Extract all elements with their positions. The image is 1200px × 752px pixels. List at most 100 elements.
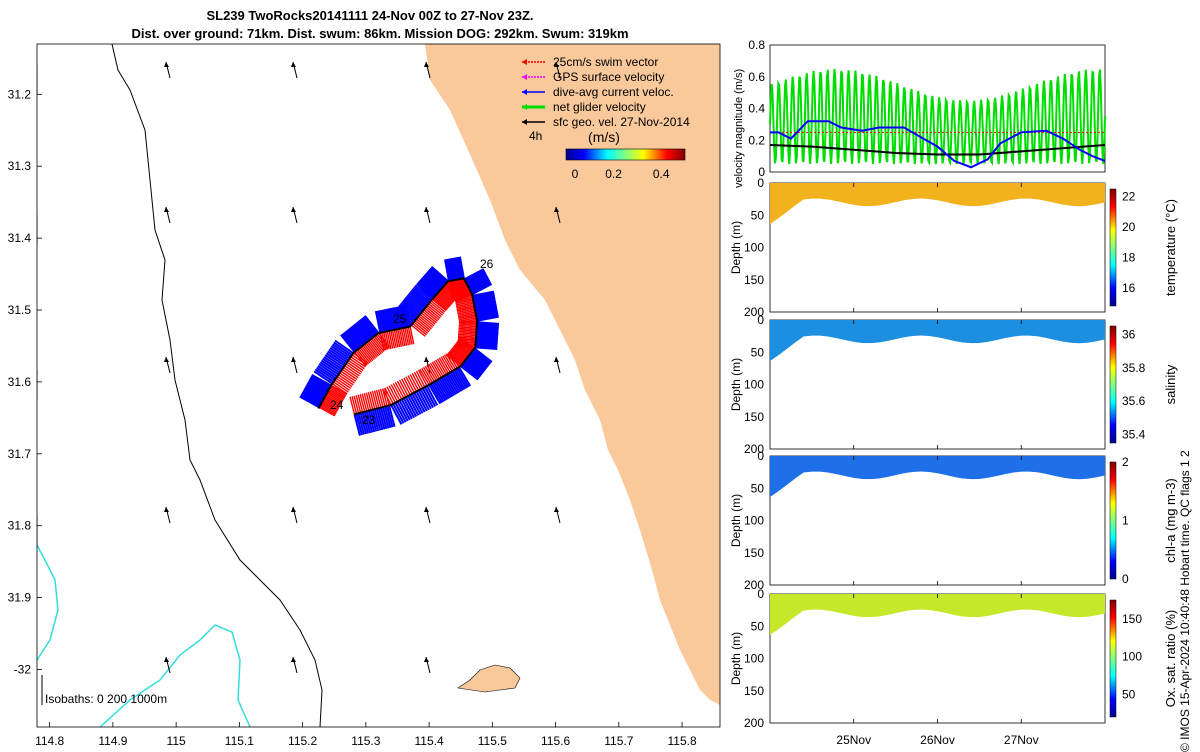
velocity-arrowhead: [424, 62, 429, 67]
dive-avg-vector: [352, 324, 369, 343]
swim-vector: [450, 349, 466, 362]
dive-avg-vector: [375, 408, 384, 431]
velocity-arrowhead: [164, 207, 169, 212]
colorbar-label: chl-a (mg m-3): [1163, 478, 1178, 563]
dive-avg-vector: [431, 382, 445, 403]
dive-avg-vector: [385, 308, 392, 331]
dive-avg-vector: [402, 299, 421, 316]
x-tick-label: 115.1: [225, 734, 254, 748]
swim-vector: [335, 377, 352, 390]
dive-avg-vector: [449, 371, 463, 392]
swim-vector: [442, 355, 453, 372]
y-tick-label: 31.8: [8, 519, 32, 533]
swim-vector: [339, 372, 355, 384]
swim-vector: [402, 327, 408, 346]
x-tick-label: 114.8: [35, 734, 64, 748]
dive-avg-vector: [394, 306, 401, 329]
swim-vector: [349, 357, 365, 370]
swim-vector: [340, 370, 357, 382]
depth-tick-label: 150: [744, 273, 764, 287]
swim-vector: [455, 293, 473, 304]
swim-vector: [460, 278, 466, 297]
swim-vector: [421, 310, 437, 324]
swim-vector: [449, 350, 465, 363]
colorbar-tick-label: 20: [1122, 220, 1136, 234]
velocity-arrowhead: [554, 62, 559, 67]
dive-avg-vector: [319, 361, 340, 376]
swim-vector: [352, 352, 369, 364]
swim-vector: [457, 338, 476, 341]
dive-avg-vector: [394, 402, 407, 423]
swim-vector: [355, 395, 362, 413]
swim-vector: [417, 369, 428, 387]
legend-arrowhead: [522, 89, 527, 95]
depth-tick-label: 200: [744, 578, 764, 592]
velocity-arrowhead: [424, 507, 429, 512]
dive-avg-vector: [399, 305, 406, 328]
dive-avg-vector: [423, 386, 437, 407]
dive-avg-vector: [472, 292, 495, 299]
depth-tick-label: 200: [744, 716, 764, 730]
swim-vector: [345, 363, 362, 375]
swim-vector: [457, 336, 476, 340]
dive-avg-vector: [419, 388, 432, 410]
dive-avg-vector: [427, 269, 446, 286]
dive-avg-vector: [470, 351, 490, 367]
dive-avg-vector: [308, 379, 329, 392]
dive-avg-vector: [476, 325, 499, 330]
dive-avg-vector: [437, 379, 450, 400]
depth-axis-label: Depth (m): [729, 632, 743, 685]
x-tick-label: 114.9: [98, 734, 127, 748]
swim-vector: [379, 388, 386, 407]
dive-avg-vector: [475, 309, 498, 316]
dive-avg-vector: [415, 282, 434, 299]
swim-vector: [457, 335, 477, 338]
swim-vector: [403, 377, 413, 395]
dive-avg-vector: [461, 363, 481, 379]
speed-colorbar-ticks: 0 0.2 0.4: [572, 167, 670, 181]
swim-vector: [446, 281, 462, 295]
colorbar-tick-label: 0: [1122, 572, 1129, 586]
swim-vector: [404, 327, 410, 346]
swim-vector: [398, 328, 404, 347]
section-frame: [769, 455, 1106, 586]
swim-vector: [458, 327, 477, 331]
dive-avg-vector: [300, 394, 321, 407]
dive-avg-vector: [347, 328, 363, 348]
section-panel: 0 50 100 150 200 Depth (m) 0 1 2 chl-a (mg m-3): [729, 449, 1178, 592]
dive-avg-vector: [344, 330, 360, 350]
swim-vector: [342, 366, 359, 379]
dive-avg-vector: [396, 401, 409, 422]
swim-vector: [436, 358, 448, 375]
depth-tick-label: 150: [744, 546, 764, 560]
swim-vector: [438, 290, 454, 304]
swim-vector: [326, 392, 343, 403]
swim-vector: [355, 350, 368, 366]
dive-avg-vector: [333, 341, 353, 356]
title-line-1: SL239 TwoRocks20141111 24-Nov 00Z to 27-…: [206, 8, 534, 23]
dive-avg-line: [770, 120, 1106, 169]
swim-vector: [459, 318, 478, 324]
dive-avg-vector: [475, 343, 498, 348]
swim-vector: [417, 316, 432, 330]
dive-avg-vector: [463, 268, 485, 281]
swim-vector: [444, 284, 459, 298]
dive-avg-vector: [463, 361, 482, 377]
swim-vector: [388, 385, 399, 402]
swim-vector: [423, 309, 439, 322]
section-panel: 0 50 100 150 200 Depth (m) 35.4 35.6 35.8 36 salin…: [729, 313, 1178, 456]
swim-vector: [361, 346, 374, 361]
swim-vector: [444, 283, 460, 297]
section-colorbar: [1109, 325, 1117, 444]
swim-vector: [414, 319, 430, 333]
legend-arrowhead: [522, 119, 527, 125]
legend-label: sfc geo. vel. 27-Nov-2014: [553, 115, 690, 129]
dive-avg-vector: [409, 290, 428, 307]
dive-avg-vector: [397, 306, 405, 329]
dive-avg-vector: [330, 345, 351, 360]
swim-vector: [458, 330, 477, 334]
swim-vector: [462, 278, 467, 297]
dive-avg-vector: [329, 347, 349, 362]
swim-vector: [457, 343, 476, 347]
